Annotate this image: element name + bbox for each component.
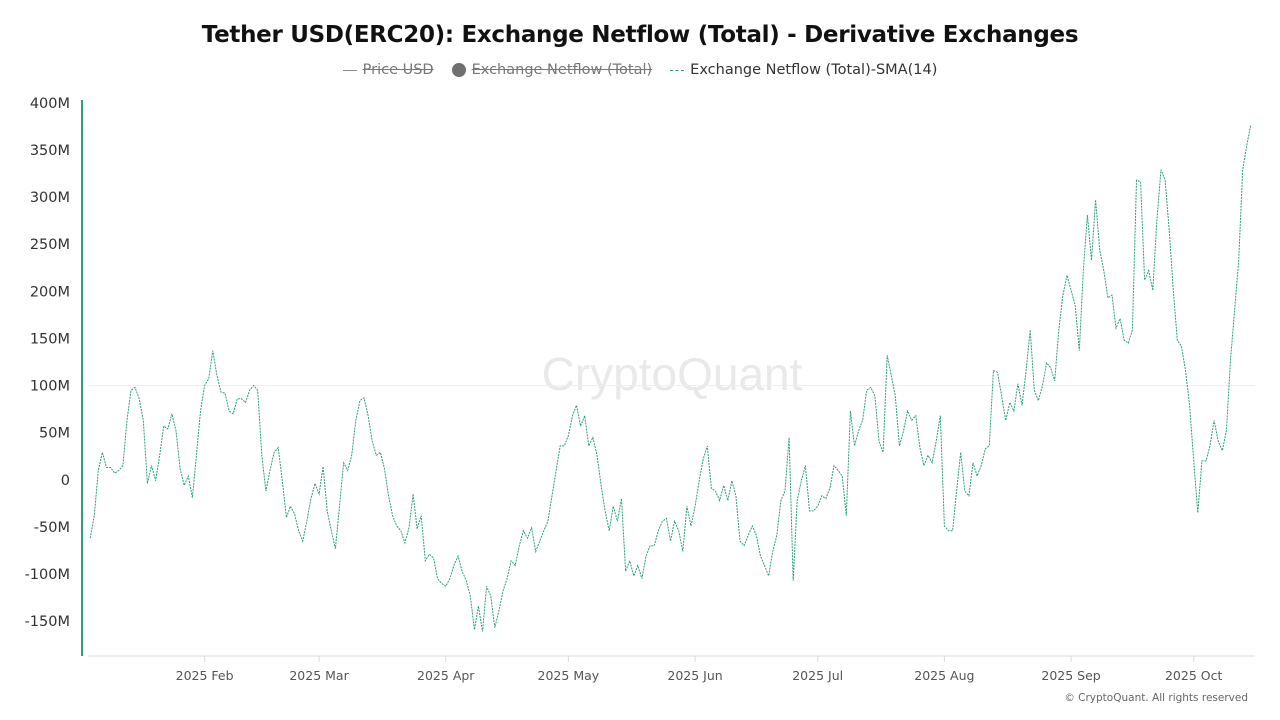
x-tick-label: 2025 Jun: [667, 668, 722, 683]
copyright-footer: © CryptoQuant. All rights reserved: [1064, 692, 1248, 704]
y-tick-label: 400M: [30, 96, 70, 112]
watermark: CryptoQuant: [542, 348, 803, 400]
legend-label: Price USD: [362, 62, 434, 78]
x-tick-label: 2025 Apr: [417, 668, 475, 683]
dashed-line-legend-icon: [670, 69, 685, 71]
x-tick-label: 2025 Aug: [914, 668, 974, 683]
y-tick-label: 150M: [30, 331, 70, 347]
y-tick-label: 50M: [39, 426, 70, 442]
y-tick-label: -150M: [25, 614, 70, 630]
y-tick-label: -100M: [25, 567, 70, 583]
legend-item-price-usd[interactable]: Price USD: [342, 62, 434, 78]
x-tick-label: 2025 Jul: [792, 668, 843, 683]
legend-label: Exchange Netflow (Total): [471, 62, 653, 78]
legend-item-exchange-netflow-sma14[interactable]: Exchange Netflow (Total)-SMA(14): [670, 62, 937, 78]
legend: Price USD Exchange Netflow (Total) Excha…: [0, 62, 1280, 78]
x-tick-label: 2025 Sep: [1041, 668, 1100, 683]
y-tick-label: 0: [61, 473, 70, 489]
y-tick-label: 200M: [30, 284, 70, 300]
legend-item-exchange-netflow[interactable]: Exchange Netflow (Total): [451, 62, 653, 78]
y-tick-label: 250M: [30, 237, 70, 253]
series-line-sma14: [89, 124, 1252, 632]
y-tick-label: 350M: [30, 143, 70, 159]
y-tick-label: -50M: [34, 520, 70, 536]
x-tick-label: 2025 Oct: [1165, 668, 1222, 683]
legend-label: Exchange Netflow (Total)-SMA(14): [690, 62, 938, 78]
x-tick-label: 2025 May: [538, 668, 600, 683]
line-legend-icon: [342, 69, 357, 71]
chart-title: Tether USD(ERC20): Exchange Netflow (Tot…: [201, 22, 1079, 48]
y-tick-label: 300M: [30, 190, 70, 206]
dot-legend-icon: [451, 63, 466, 77]
x-tick-label: 2025 Feb: [176, 668, 234, 683]
y-tick-label: 100M: [30, 379, 70, 395]
x-tick-label: 2025 Mar: [289, 668, 349, 683]
